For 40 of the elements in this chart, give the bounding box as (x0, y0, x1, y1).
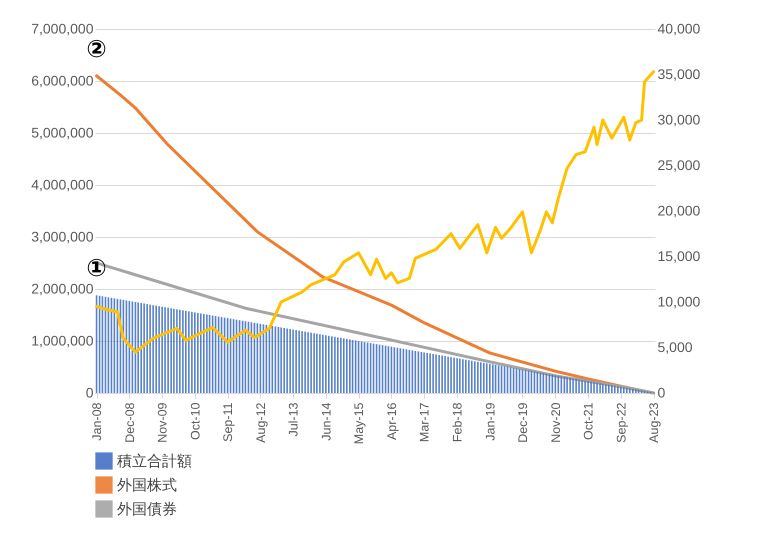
x-tick-label: Jul-13 (286, 402, 301, 437)
x-tick-label: Jun-14 (319, 402, 334, 441)
y-tick-label: 7,000,000 (31, 20, 94, 36)
y2-tick-label: 35,000 (658, 66, 701, 82)
x-tick-label: Aug-23 (647, 402, 662, 443)
y-tick-label: 1,000,000 (31, 332, 94, 348)
x-tick-label: Sep-11 (221, 402, 236, 442)
x-tick-label: Nov-20 (548, 402, 563, 443)
y-tick-label: 3,000,000 (31, 228, 94, 244)
x-tick-label: Apr-16 (384, 402, 399, 440)
x-tick-label: Feb-18 (450, 402, 465, 442)
y2-tick-label: 40,000 (658, 20, 701, 36)
x-tick-label: Jan-08 (90, 402, 104, 441)
x-tick-label: Nov-09 (156, 402, 170, 443)
y-tick-label: 6,000,000 (31, 72, 94, 88)
legend-label: 外国債券 (117, 501, 177, 518)
legend-label: 積立合計額 (117, 453, 192, 470)
y2-tick-label: 20,000 (658, 202, 701, 218)
x-tick-label: May-15 (352, 402, 366, 444)
y2-tick-label: 0 (658, 384, 666, 400)
legend-label: 外国株式 (117, 477, 177, 494)
y2-tick-label: 10,000 (658, 294, 701, 310)
x-tick-label: Mar-17 (418, 402, 432, 442)
y-tick-label: 2,000,000 (31, 280, 94, 296)
y2-tick-label: 30,000 (658, 112, 701, 128)
y2-tick-label: 15,000 (658, 248, 701, 264)
x-tick-label: Oct-21 (582, 402, 596, 440)
x-tick-label: Sep-22 (614, 402, 628, 443)
y2-tick-label: 5,000 (658, 339, 693, 355)
annotation: ① (86, 254, 107, 282)
x-tick-label: Dec-19 (516, 402, 530, 443)
x-tick-label: Dec-08 (122, 402, 137, 443)
y2-tick-label: 25,000 (658, 157, 701, 173)
x-tick-label: Jan-19 (483, 402, 498, 441)
annotation: ② (86, 34, 107, 63)
x-tick-label: Aug-12 (254, 402, 268, 443)
x-tick-label: Oct-10 (188, 402, 202, 440)
y-tick-label: 4,000,000 (31, 176, 94, 192)
y-tick-label: 5,000,000 (31, 124, 94, 140)
y-tick-label: 0 (86, 384, 94, 400)
